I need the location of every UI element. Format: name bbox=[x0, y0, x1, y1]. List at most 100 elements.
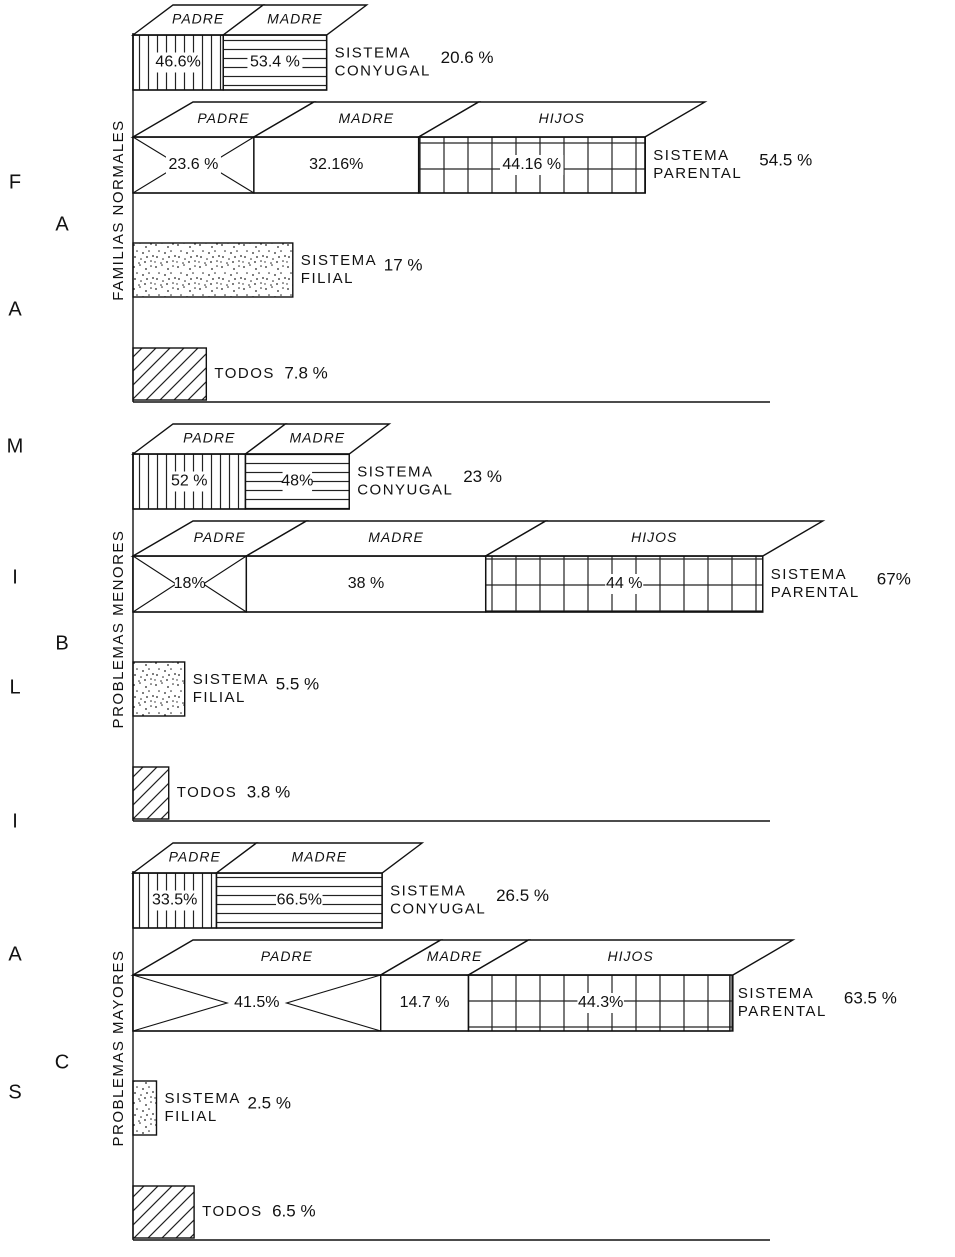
label-bg bbox=[276, 890, 323, 911]
segment-name: PADRE bbox=[169, 849, 221, 865]
bar-name: FILIAL bbox=[193, 689, 246, 706]
segment-label: 14.7 % bbox=[400, 994, 450, 1011]
bar-value: 6.5 % bbox=[272, 1201, 315, 1220]
bar-name: TODOS bbox=[202, 1203, 263, 1220]
bar-outline bbox=[132, 453, 350, 510]
bar-value: 26.5 % bbox=[496, 886, 549, 905]
bar-name: TODOS bbox=[177, 784, 238, 801]
bar-name: SISTEMA bbox=[357, 463, 433, 480]
bar-name: SISTEMA bbox=[390, 882, 466, 899]
label-bg bbox=[247, 52, 303, 73]
label-bg bbox=[577, 993, 624, 1013]
bar-value: 54.5 % bbox=[759, 150, 812, 169]
segment-label: 48% bbox=[281, 473, 313, 490]
side-letter: I bbox=[12, 810, 18, 832]
label-bg bbox=[165, 155, 221, 175]
segment-label: 44.16 % bbox=[502, 156, 561, 173]
side-letter: M bbox=[7, 435, 24, 457]
bar-name: CONYUGAL bbox=[357, 481, 453, 498]
bar-name: PARENTAL bbox=[738, 1003, 827, 1020]
group-letter: B bbox=[55, 632, 68, 654]
segment-label: 33.5% bbox=[152, 892, 197, 909]
label-bg bbox=[500, 155, 564, 175]
bar-name: TODOS bbox=[214, 365, 275, 382]
bar-name: CONYUGAL bbox=[390, 900, 486, 917]
axis-label: PROBLEMAS MAYORES bbox=[110, 950, 127, 1147]
bar-name: SISTEMA bbox=[193, 671, 269, 688]
segment-name: MADRE bbox=[291, 849, 347, 865]
segment-label: 18% bbox=[174, 575, 206, 592]
bar-name: SISTEMA bbox=[301, 252, 377, 269]
segment-name: MADRE bbox=[427, 948, 483, 964]
bar-name: PARENTAL bbox=[653, 165, 742, 182]
bar-name: FILIAL bbox=[301, 270, 354, 287]
bar bbox=[132, 766, 170, 820]
axis-label: PROBLEMAS MENORES bbox=[110, 530, 127, 729]
bar-value: 5.5 % bbox=[276, 674, 319, 693]
bar-name: SISTEMA bbox=[738, 985, 814, 1002]
segment-label: 32.16% bbox=[309, 156, 363, 173]
side-letter: A bbox=[8, 298, 22, 320]
segment-label: 44.3% bbox=[578, 994, 623, 1011]
bar-name: SISTEMA bbox=[653, 147, 729, 164]
bar-name: SISTEMA bbox=[771, 566, 847, 583]
segment-name: HIJOS bbox=[631, 529, 677, 545]
bar-value: 20.6 % bbox=[441, 48, 494, 67]
label-bg bbox=[233, 993, 281, 1013]
bar-outline bbox=[132, 34, 328, 91]
segment-label: 52 % bbox=[171, 473, 207, 490]
side-letter: F bbox=[9, 171, 21, 193]
label-bg bbox=[170, 471, 209, 492]
label-bg bbox=[174, 574, 205, 594]
bar-value: 3.8 % bbox=[247, 782, 290, 801]
segment-label: 23.6 % bbox=[169, 156, 219, 173]
segment-name: MADRE bbox=[338, 110, 394, 126]
segment-label: 38 % bbox=[348, 575, 384, 592]
axis-label: FAMILIAS NORMALES bbox=[110, 119, 127, 300]
bar-value: 17 % bbox=[384, 255, 423, 274]
bar bbox=[132, 1080, 158, 1136]
label-bg bbox=[282, 471, 313, 492]
side-letter: S bbox=[8, 1081, 21, 1103]
segment-name: PADRE bbox=[172, 11, 224, 27]
segment-name: HIJOS bbox=[539, 110, 585, 126]
bar-value: 23 % bbox=[463, 467, 502, 486]
bar-value: 2.5 % bbox=[248, 1093, 291, 1112]
bar-name: FILIAL bbox=[165, 1108, 218, 1125]
segment-label: 44 % bbox=[606, 575, 642, 592]
bar bbox=[132, 661, 186, 717]
segment-name: HIJOS bbox=[608, 948, 654, 964]
side-letter: L bbox=[9, 676, 20, 698]
segment-name: MADRE bbox=[267, 11, 323, 27]
bar bbox=[132, 1185, 195, 1239]
segment-name: MADRE bbox=[368, 529, 424, 545]
segment-label: 53.4 % bbox=[250, 54, 300, 71]
segment-hatch bbox=[132, 974, 381, 1032]
bar-outline bbox=[132, 136, 646, 194]
group-letter: A bbox=[55, 213, 69, 235]
bar-name: SISTEMA bbox=[165, 1090, 241, 1107]
bar-value: 67% bbox=[877, 569, 911, 588]
label-bg bbox=[605, 574, 644, 594]
bar-outline bbox=[132, 555, 764, 613]
segment-label: 46.6% bbox=[155, 54, 200, 71]
segment bbox=[245, 555, 487, 613]
bar-name: PARENTAL bbox=[771, 584, 860, 601]
segment-name: MADRE bbox=[290, 430, 346, 446]
side-letter: A bbox=[8, 943, 22, 965]
bar-value: 63.5 % bbox=[844, 988, 897, 1007]
segment-name: PADRE bbox=[261, 948, 313, 964]
segment-name: PADRE bbox=[194, 529, 246, 545]
side-letter: I bbox=[12, 566, 18, 588]
bar-name: SISTEMA bbox=[335, 44, 411, 61]
bar-name: CONYUGAL bbox=[335, 62, 431, 79]
bar-outline bbox=[132, 974, 731, 1032]
segment-label: 66.5% bbox=[277, 892, 322, 909]
group-letter: C bbox=[55, 1051, 69, 1073]
segment-name: PADRE bbox=[197, 110, 249, 126]
segment-label: 41.5% bbox=[234, 994, 279, 1011]
label-bg bbox=[151, 890, 198, 911]
bar bbox=[132, 347, 208, 401]
bar-value: 7.8 % bbox=[284, 363, 327, 382]
